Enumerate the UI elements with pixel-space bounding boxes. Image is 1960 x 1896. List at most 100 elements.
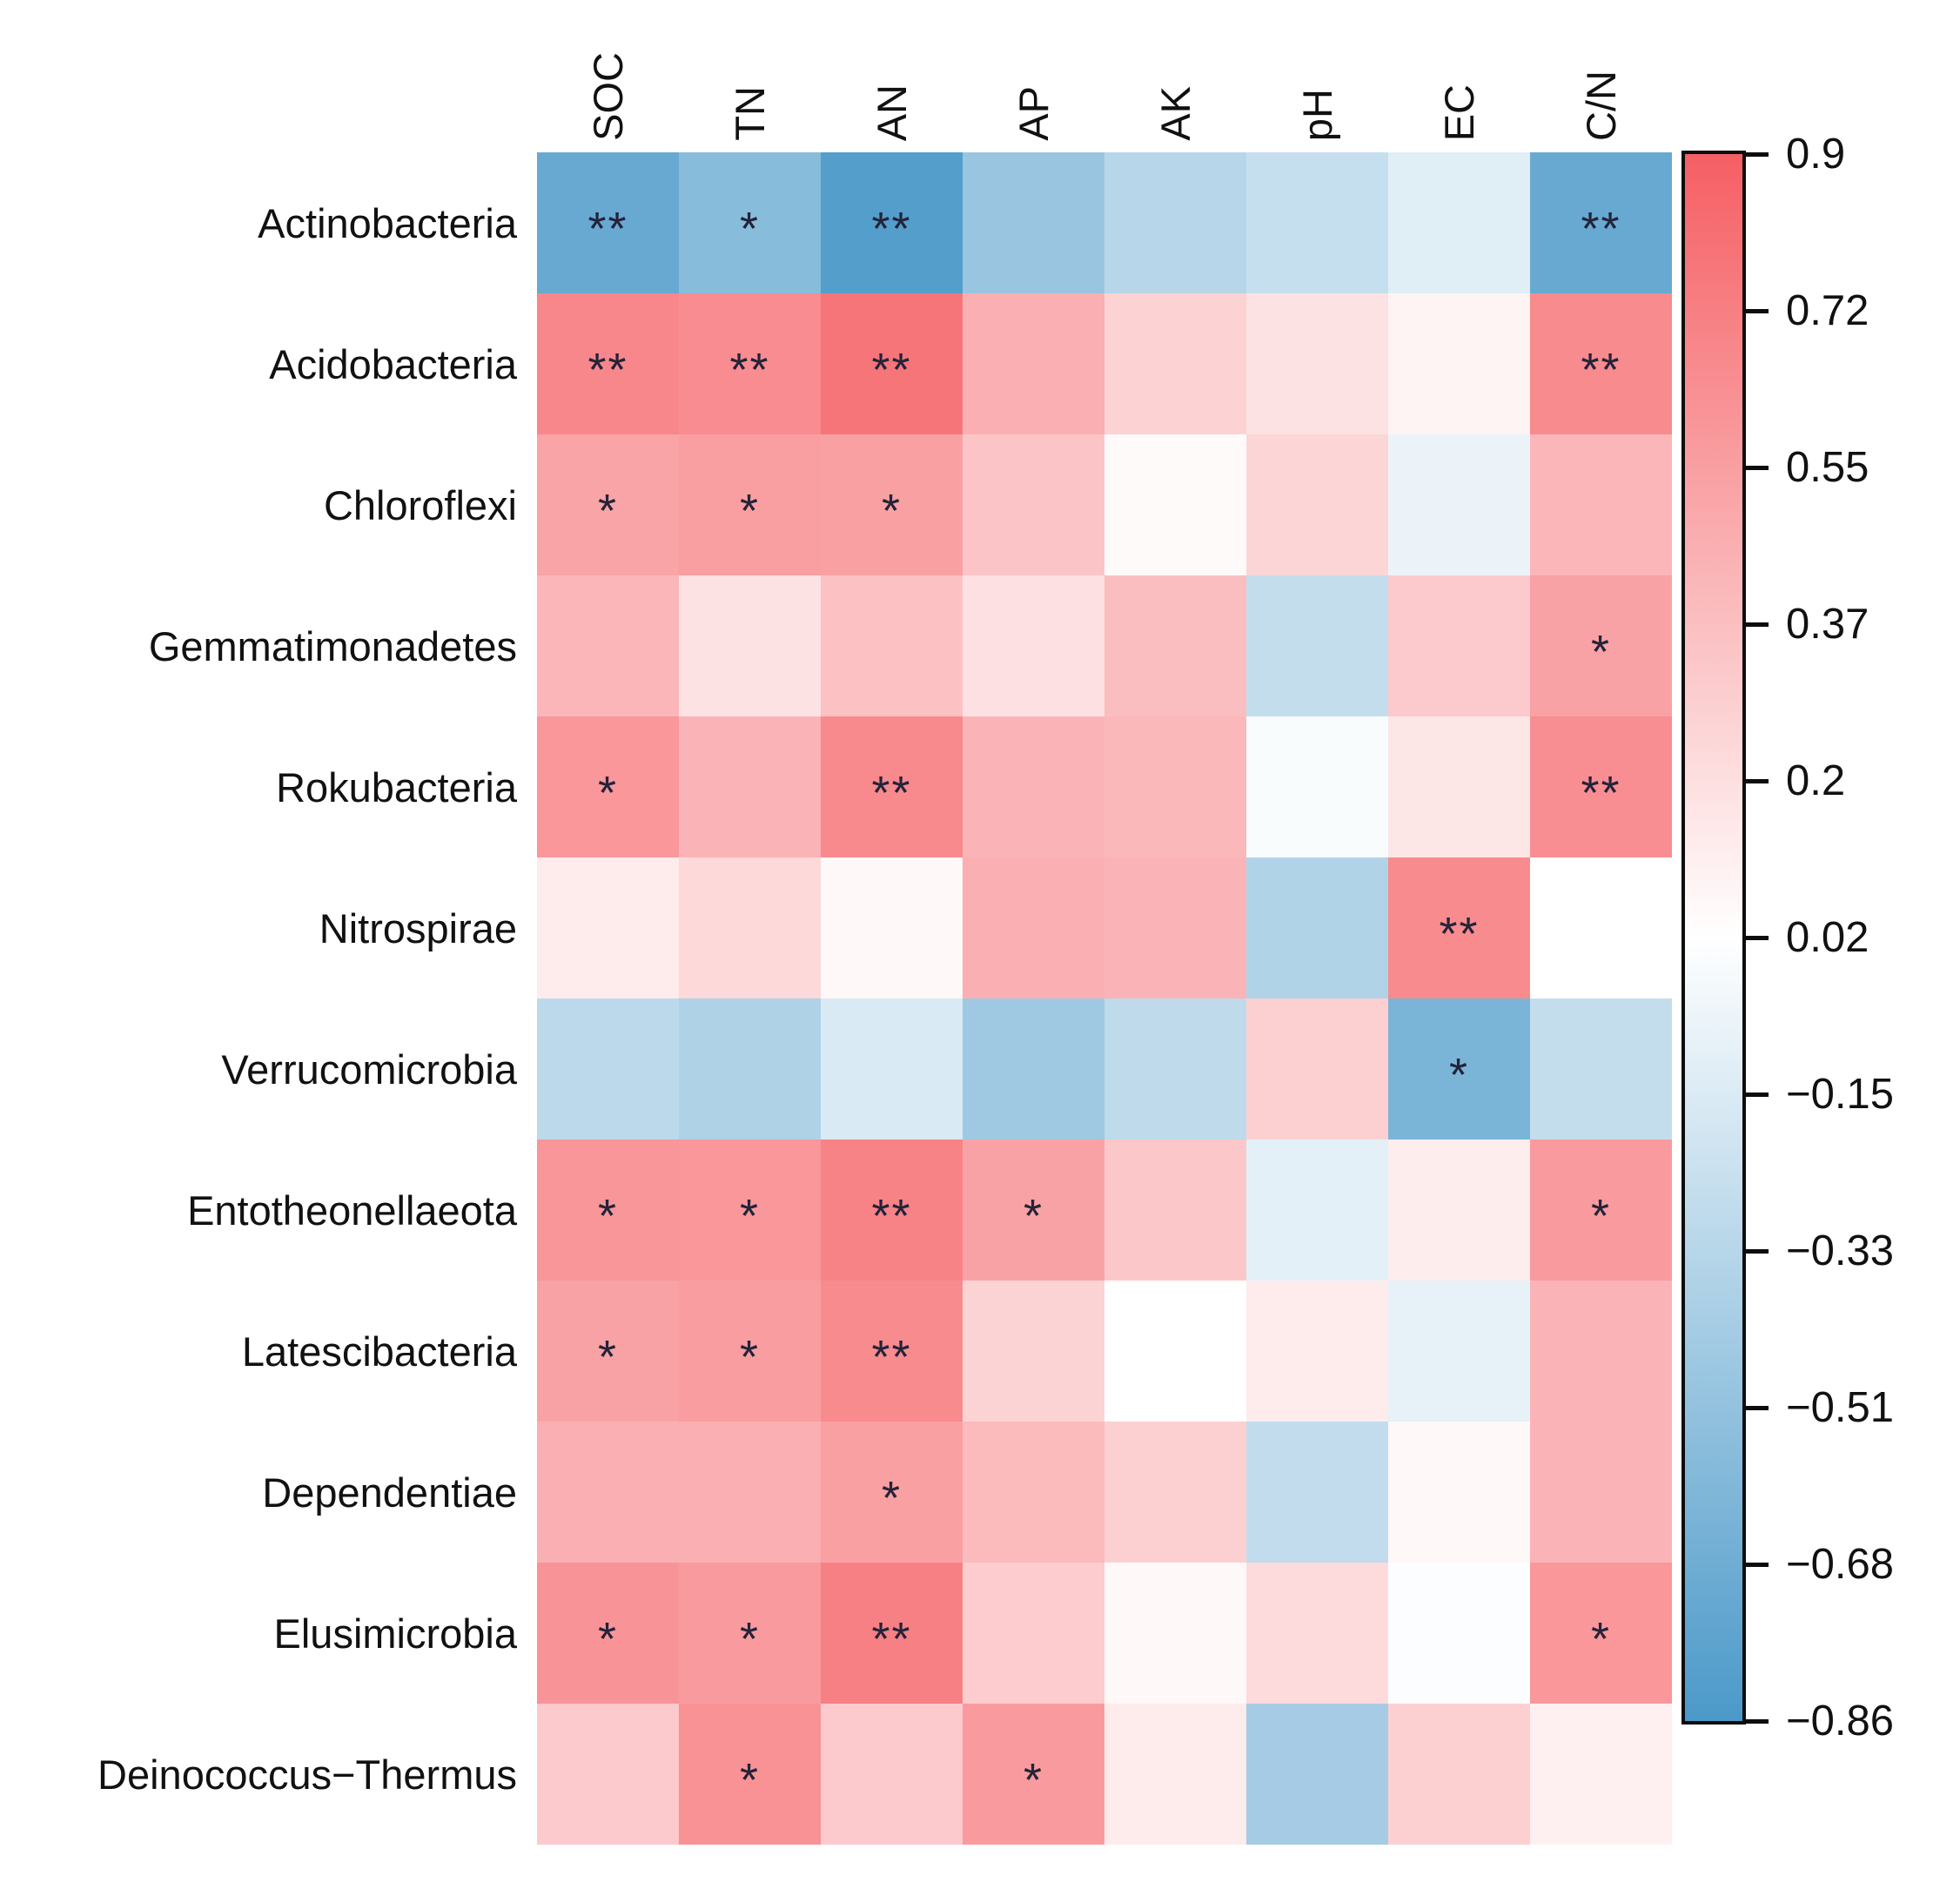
heatmap-cell: [963, 1563, 1104, 1704]
row-label: Acidobacteria: [269, 340, 517, 387]
row-label: Latescibacteria: [241, 1328, 517, 1375]
colorbar-tick: [1746, 622, 1769, 627]
heatmap-cell: [679, 1422, 821, 1563]
colorbar-tick: [1746, 1405, 1769, 1410]
heatmap-cell: [1530, 434, 1672, 575]
heatmap-cell: [1104, 1422, 1246, 1563]
heatmap-cell: *: [1388, 998, 1530, 1140]
heatmap-cell: [1388, 716, 1530, 857]
heatmap-cell: [963, 434, 1104, 575]
heatmap-cell: *: [537, 716, 679, 857]
significance-marker: *: [597, 1613, 618, 1665]
heatmap-cell: [1388, 575, 1530, 716]
heatmap-cell: *: [679, 1563, 821, 1704]
row-label: Dependentiae: [262, 1469, 517, 1516]
colorbar-tick: [1746, 151, 1769, 157]
significance-marker: *: [1023, 1190, 1044, 1242]
heatmap-cell: [1388, 1563, 1530, 1704]
heatmap-cell: [821, 998, 963, 1140]
column-label: AK: [1151, 86, 1198, 141]
significance-marker: **: [871, 344, 912, 396]
column-label: TN: [726, 86, 773, 141]
heatmap-cell: [963, 575, 1104, 716]
heatmap-cell: [1246, 152, 1388, 293]
heatmap-cell: [1530, 1281, 1672, 1422]
heatmap-cell: [1388, 152, 1530, 293]
heatmap-cell: *: [963, 1704, 1104, 1845]
heatmap-cell: *: [679, 1140, 821, 1281]
significance-marker: **: [1581, 767, 1621, 819]
heatmap-cell: **: [821, 1563, 963, 1704]
heatmap-cell: **: [821, 1281, 963, 1422]
significance-marker: *: [1590, 1613, 1611, 1665]
heatmap-cell: [1246, 1704, 1388, 1845]
heatmap-cell: [537, 857, 679, 998]
significance-marker: *: [1590, 1190, 1611, 1242]
heatmap-cell: [1246, 857, 1388, 998]
heatmap-cell: [1246, 434, 1388, 575]
heatmap-cell: [1530, 998, 1672, 1140]
row-label: Verrucomicrobia: [221, 1045, 517, 1093]
significance-marker: *: [739, 1190, 760, 1242]
heatmap-cell: **: [1530, 152, 1672, 293]
heatmap-cell: [679, 575, 821, 716]
heatmap-cell: *: [1530, 575, 1672, 716]
heatmap-cell: [1530, 1704, 1672, 1845]
heatmap-cell: **: [1530, 716, 1672, 857]
significance-marker: **: [587, 344, 628, 396]
heatmap-cell: [1104, 716, 1246, 857]
significance-marker: **: [871, 1613, 912, 1665]
column-label: EC: [1435, 84, 1482, 141]
heatmap-cell: [963, 1422, 1104, 1563]
row-label: Chloroflexi: [323, 481, 517, 528]
significance-marker: *: [739, 203, 760, 255]
heatmap-grid: ** * ** ** ** ** ** ** * * * * * ** ** ** * * * ** * * * * ** * * *…: [537, 152, 1672, 1845]
heatmap-cell: [1104, 152, 1246, 293]
heatmap-cell: [821, 1704, 963, 1845]
significance-marker: **: [871, 767, 912, 819]
heatmap-cell: *: [537, 434, 679, 575]
heatmap-cell: *: [1530, 1140, 1672, 1281]
heatmap-cell: **: [821, 293, 963, 434]
heatmap-cell: [963, 857, 1104, 998]
heatmap-cell: *: [679, 1704, 821, 1845]
heatmap-cell: [1104, 1704, 1246, 1845]
column-label: pH: [1293, 88, 1340, 141]
significance-marker: *: [1590, 626, 1611, 678]
significance-marker: **: [1439, 908, 1480, 960]
heatmap-cell: [1388, 1422, 1530, 1563]
colorbar-tick-label: 0.72: [1786, 287, 1869, 334]
row-label: Elusimicrobia: [273, 1610, 517, 1657]
colorbar-tick: [1746, 778, 1769, 783]
colorbar-tick-label: −0.86: [1786, 1698, 1894, 1745]
heatmap-cell: *: [537, 1281, 679, 1422]
column-label: AP: [1010, 86, 1057, 141]
significance-marker: **: [729, 344, 770, 396]
heatmap-cell: [1246, 1281, 1388, 1422]
colorbar-tick-label: −0.51: [1786, 1384, 1894, 1431]
heatmap-cell: **: [1388, 857, 1530, 998]
colorbar: [1681, 151, 1746, 1725]
significance-marker: **: [1581, 203, 1621, 255]
significance-marker: *: [1448, 1049, 1469, 1101]
column-label: SOC: [584, 52, 631, 141]
heatmap-cell: [1388, 293, 1530, 434]
heatmap-cell: [1388, 1140, 1530, 1281]
significance-marker: *: [739, 1613, 760, 1665]
heatmap-cell: [1104, 434, 1246, 575]
heatmap-cell: **: [1530, 293, 1672, 434]
heatmap-cell: [1246, 998, 1388, 1140]
heatmap-cell: *: [1530, 1563, 1672, 1704]
heatmap-cell: [963, 293, 1104, 434]
colorbar-tick-label: 0.02: [1786, 914, 1869, 961]
colorbar-tick: [1746, 1718, 1769, 1724]
row-label: Entotheonellaeota: [187, 1187, 517, 1234]
colorbar-tick: [1746, 1092, 1769, 1097]
colorbar-tick-label: 0.37: [1786, 601, 1869, 648]
significance-marker: *: [597, 485, 618, 537]
heatmap-cell: [537, 998, 679, 1140]
heatmap-cell: **: [537, 152, 679, 293]
significance-marker: *: [1023, 1754, 1044, 1806]
significance-marker: *: [739, 485, 760, 537]
